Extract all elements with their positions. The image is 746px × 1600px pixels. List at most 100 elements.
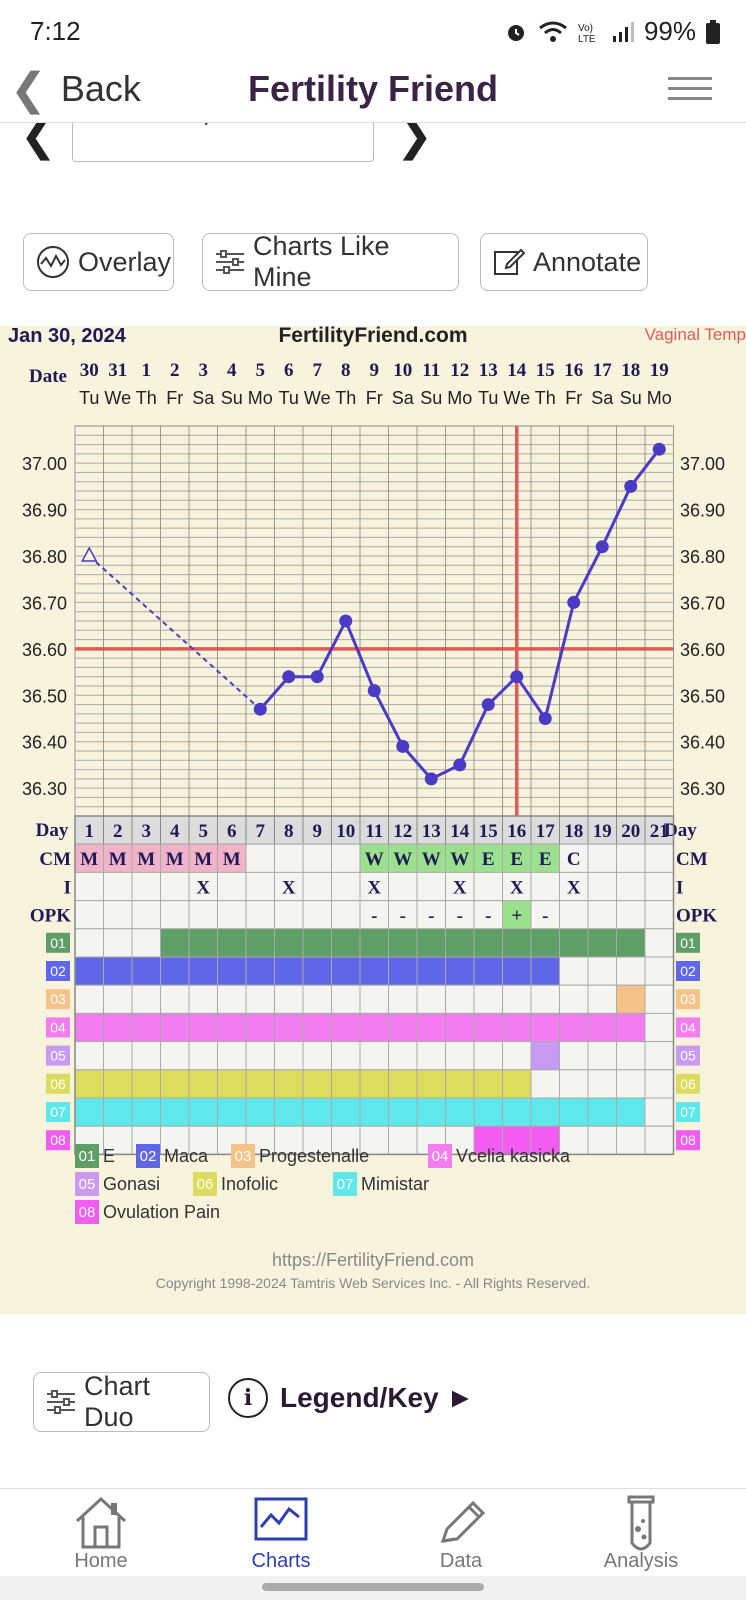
med-cell: [131, 928, 161, 958]
menu-icon[interactable]: [668, 70, 712, 104]
legend-name: Maca: [164, 1146, 209, 1166]
opk-cell: [302, 900, 332, 930]
med-cell: [559, 956, 589, 986]
date-tick: 11: [422, 360, 440, 381]
weekday-tick: Tu: [79, 388, 99, 408]
opk-value: -: [428, 906, 434, 927]
med-cell: [74, 1097, 104, 1127]
temp-segment: [401, 745, 433, 780]
med-code-right: 06: [680, 1076, 696, 1092]
y-tick-left: 36.70: [22, 593, 67, 613]
med-code-badge-left: [46, 932, 70, 953]
chart-duo-button[interactable]: Chart Duo: [33, 1371, 210, 1432]
back-button-overlay[interactable]: ❮ Back: [10, 56, 141, 122]
med-cell: [530, 956, 560, 986]
opk-cell: [131, 900, 161, 930]
legend-key-button[interactable]: i Legend/Key ►: [228, 1378, 474, 1418]
cm-cell: [74, 843, 104, 873]
cm-cell: [559, 843, 589, 873]
med-cell: [103, 1012, 133, 1043]
home-indicator[interactable]: [262, 1583, 484, 1591]
med-code-badge-left: [46, 1102, 70, 1122]
cm-cell: [331, 843, 361, 873]
legend-badge: [75, 1144, 99, 1168]
day-number: 21: [650, 821, 669, 842]
tab-data[interactable]: Data: [386, 1489, 536, 1577]
temp-segment: [515, 675, 547, 720]
med-cell: [160, 984, 190, 1014]
day-number: 9: [313, 821, 323, 842]
med-cell: [388, 1041, 418, 1071]
med-cell: [160, 956, 190, 986]
med-cell: [160, 1097, 190, 1127]
cm-label-right: CM: [676, 849, 708, 870]
med-code-badge-left: [46, 1017, 70, 1038]
med-cell: [502, 1097, 532, 1127]
med-cell: [160, 1012, 190, 1043]
temp-point: [652, 442, 666, 456]
annotate-button[interactable]: Annotate: [480, 233, 648, 291]
day-cell: [616, 815, 646, 845]
med-cell: [616, 956, 646, 986]
legend-badge: [136, 1144, 160, 1168]
day-cell: [131, 815, 161, 845]
temp-segment: [543, 602, 576, 719]
legend-name: Progestenalle: [259, 1146, 369, 1166]
temp-point: [538, 712, 552, 725]
intercourse-cell: [131, 871, 161, 902]
med-cell: [245, 1097, 275, 1127]
med-cell: [502, 928, 532, 958]
med-cell: [217, 1041, 247, 1071]
fertility-chart[interactable]: Jan 30, 2024 FertilityFriend.com Vaginal T…: [0, 326, 746, 1314]
date-tick: 31: [108, 360, 127, 381]
med-cell: [331, 1012, 361, 1043]
back-label: Back: [60, 68, 141, 109]
med-cell: [274, 1069, 304, 1099]
cm-cell: [644, 843, 674, 873]
med-cell: [473, 956, 503, 986]
opk-value: -: [457, 906, 463, 927]
tab-charts[interactable]: Charts: [206, 1489, 356, 1577]
temp-segment: [600, 485, 633, 548]
med-cell: [103, 984, 133, 1014]
med-code-badge-right: [676, 1045, 700, 1066]
day-number: 7: [256, 821, 266, 842]
med-code-left: 07: [50, 1104, 66, 1120]
opk-value: +: [511, 906, 522, 927]
legend-code: 02: [140, 1148, 157, 1165]
med-cell: [416, 1041, 446, 1071]
overlay-button[interactable]: Overlay: [23, 233, 174, 291]
charts-like-mine-button[interactable]: Charts Like Mine: [202, 231, 459, 292]
date-tick: 1: [142, 360, 152, 381]
med-cell: [616, 1097, 646, 1127]
legend-badge: [75, 1200, 99, 1224]
med-cell: [245, 956, 275, 986]
med-cell: [616, 1041, 646, 1071]
med-cell: [131, 984, 161, 1014]
med-cell: [416, 984, 446, 1014]
med-code-badge-left: [46, 1045, 70, 1066]
med-code-left: 03: [50, 991, 66, 1007]
med-cell: [473, 928, 503, 958]
opk-cell: [188, 900, 218, 930]
med-cell: [502, 1041, 532, 1071]
med-cell: [502, 984, 532, 1014]
weekday-tick: Th: [335, 388, 356, 408]
y-tick-right: 36.30: [680, 779, 725, 799]
wifi-icon: [539, 21, 567, 42]
opk-cell: [217, 900, 247, 930]
med-code-badge-left: [46, 1130, 70, 1151]
intercourse-value: X: [567, 877, 581, 898]
day-number: 17: [536, 821, 556, 842]
legend-badge: [231, 1144, 255, 1168]
tab-home[interactable]: Home: [26, 1489, 176, 1577]
med-code-right: 08: [680, 1132, 696, 1148]
intercourse-value: X: [282, 877, 296, 898]
tab-analysis[interactable]: Analysis: [566, 1489, 716, 1577]
intercourse-label-right: I: [676, 877, 683, 898]
med-cell: [445, 928, 475, 958]
cm-value: W: [450, 849, 469, 870]
cm-value: M: [166, 849, 184, 870]
med-code-badge-right: [676, 1017, 700, 1038]
day-number: 1: [85, 821, 95, 842]
